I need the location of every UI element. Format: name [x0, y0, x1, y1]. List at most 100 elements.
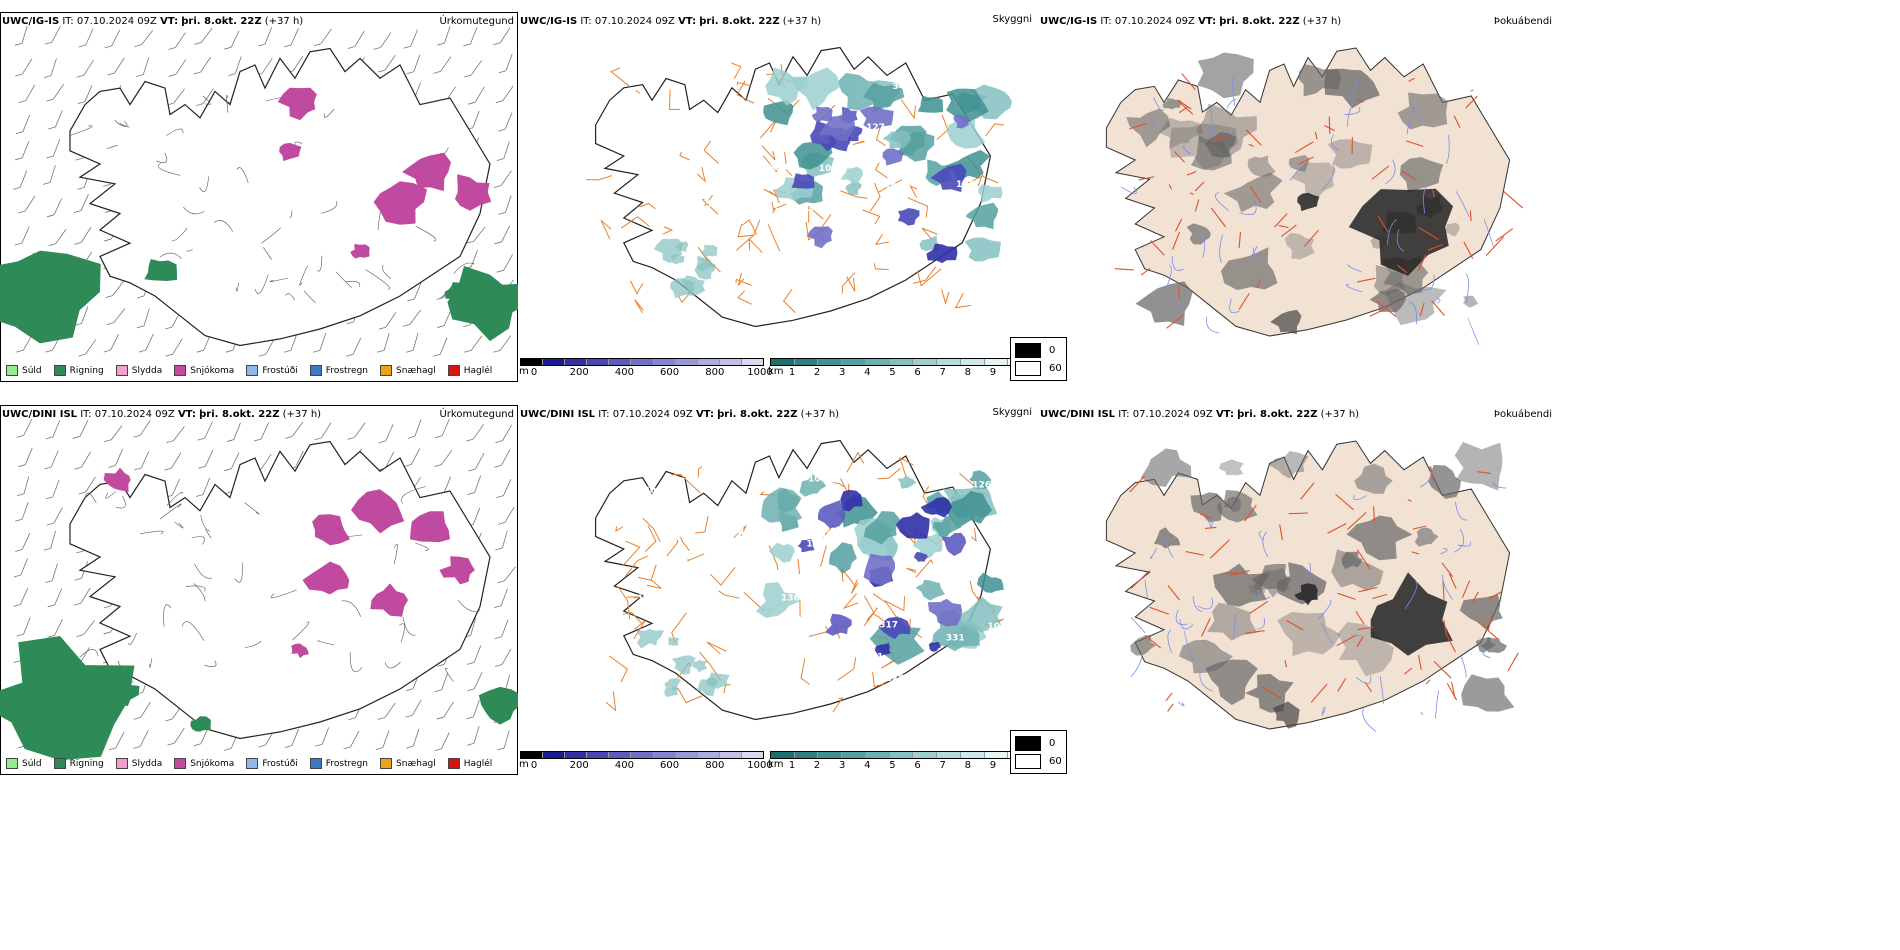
wind-barb [385, 424, 394, 441]
wind-barb [22, 114, 30, 132]
legend-label: Súld [22, 365, 42, 376]
wind-barb [143, 308, 150, 326]
river [1167, 629, 1172, 654]
river [1226, 98, 1237, 109]
road [1177, 99, 1192, 110]
legend-item: Snæhagl [380, 758, 436, 769]
wind-barb [472, 110, 480, 128]
road [800, 658, 810, 685]
river [1385, 159, 1396, 185]
wind-barb [441, 732, 450, 749]
wind-barb [24, 195, 36, 212]
wind-barb [412, 699, 422, 716]
road [1373, 506, 1375, 522]
ceiling-label: 290 [786, 633, 805, 643]
road [1432, 189, 1435, 198]
road [820, 545, 827, 568]
fog-map [1105, 440, 1519, 732]
ceiling-label: 126 [717, 254, 736, 264]
river [1406, 107, 1415, 135]
wind-barb [385, 451, 395, 469]
it-label: IT: [1118, 409, 1130, 420]
river [1453, 528, 1465, 553]
it-label: IT: [80, 409, 92, 420]
issue-time: 07.10.2024 09Z [1132, 409, 1213, 420]
road [1185, 551, 1205, 556]
wind-barb [350, 730, 360, 748]
wind-barb [443, 308, 452, 326]
road [917, 268, 942, 287]
road [1488, 591, 1503, 600]
road [1419, 303, 1425, 317]
wind-barb [53, 198, 63, 215]
road [731, 62, 742, 80]
road [626, 596, 644, 599]
road [1427, 243, 1443, 251]
ceiling-label: 132 [768, 207, 787, 217]
road [1453, 115, 1461, 129]
river [1419, 466, 1432, 488]
road [1443, 619, 1447, 635]
fog-panel: UWC/IG-IS IT: 07.10.2024 09Z VT: þri. 8.… [1038, 12, 1556, 382]
road [833, 482, 845, 488]
legend-swatch [447, 758, 460, 769]
wind-barb [295, 450, 304, 468]
colorbar-tick: 5 [889, 367, 896, 378]
road [668, 89, 681, 111]
road [898, 456, 914, 477]
river [1345, 284, 1363, 293]
river [1440, 547, 1448, 555]
road [1469, 210, 1472, 222]
wind-barb [503, 254, 513, 271]
road [1336, 634, 1357, 647]
ceiling-label: 140 [826, 581, 845, 591]
road [737, 224, 755, 238]
road [1204, 526, 1217, 530]
road [1167, 585, 1181, 601]
road [620, 216, 650, 229]
road [936, 114, 949, 140]
river [1182, 145, 1191, 155]
legend-swatch [6, 758, 18, 769]
river [1435, 690, 1440, 719]
legend-label: Haglél [463, 365, 493, 376]
road [1297, 156, 1314, 165]
road [1244, 504, 1257, 522]
wind-barb [174, 727, 185, 744]
wind-barb [83, 620, 95, 635]
road [970, 528, 977, 543]
legend-item: Snjókoma [174, 758, 234, 769]
river [1408, 301, 1417, 325]
river [1404, 581, 1418, 609]
road [1238, 232, 1242, 249]
visibility-map: 108 131 132 140 119 139 135 156 174 348 127 133 138 6… [586, 46, 1013, 328]
wind-barb [501, 648, 512, 665]
wind-barb [441, 419, 450, 436]
vt-label: VT: [1215, 409, 1234, 420]
road [1199, 513, 1214, 520]
river [1483, 219, 1495, 249]
colorbar-tick: 600 [660, 367, 680, 378]
legend-label: Frostúði [262, 365, 298, 376]
wind-barb [354, 422, 366, 438]
wind-barb [382, 730, 390, 748]
river [1257, 590, 1271, 601]
ceiling-label: 225 [887, 690, 906, 700]
colorbar-tick: 200 [569, 760, 589, 771]
wind-barb [473, 645, 482, 663]
road [1245, 630, 1265, 634]
river [1197, 597, 1213, 610]
river [1120, 186, 1137, 194]
colorbar-tick: 9 [989, 760, 997, 771]
fog-map [1105, 47, 1524, 345]
valid-time: þri. 8.okt. 22Z [199, 409, 280, 420]
road [872, 593, 898, 619]
wind-barb [504, 506, 515, 523]
legend-label: 60 [1049, 755, 1062, 767]
river [1423, 186, 1428, 214]
road [1144, 634, 1162, 649]
precip-legend: Súld Rigning Slydda Snjókoma Frostúði Frostre… [6, 365, 492, 376]
wind-barb [383, 332, 390, 351]
wind-barb [175, 32, 186, 48]
road [1442, 580, 1445, 600]
